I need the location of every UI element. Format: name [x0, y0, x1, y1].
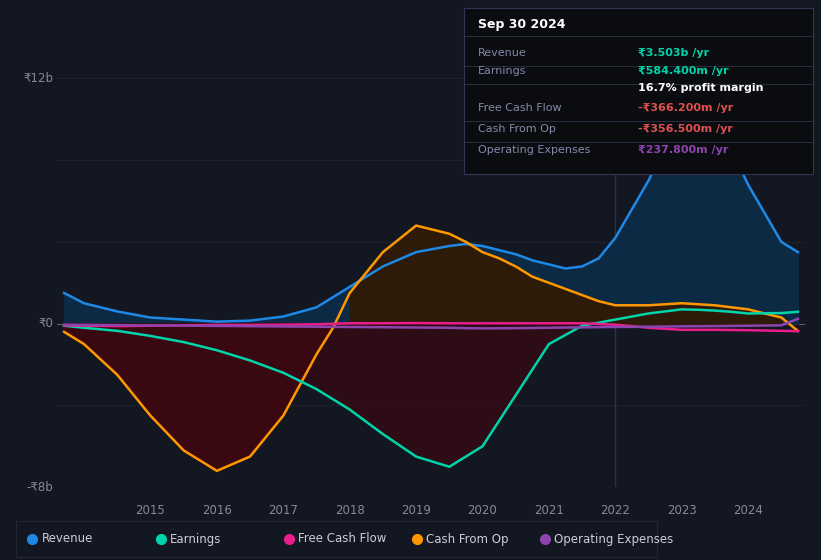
Text: 2024: 2024: [733, 504, 763, 517]
Text: Cash From Op: Cash From Op: [478, 124, 556, 134]
Text: Operating Expenses: Operating Expenses: [478, 146, 590, 156]
Text: Earnings: Earnings: [478, 66, 526, 76]
Text: 2021: 2021: [534, 504, 564, 517]
Text: Sep 30 2024: Sep 30 2024: [478, 18, 566, 31]
Text: 2015: 2015: [135, 504, 165, 517]
Text: Revenue: Revenue: [478, 48, 526, 58]
Text: ₹584.400m /yr: ₹584.400m /yr: [639, 66, 729, 76]
Text: 2023: 2023: [667, 504, 696, 517]
Text: 2017: 2017: [268, 504, 298, 517]
Text: ₹0: ₹0: [39, 317, 53, 330]
Text: Free Cash Flow: Free Cash Flow: [298, 533, 387, 545]
Text: 16.7% profit margin: 16.7% profit margin: [639, 83, 764, 93]
Text: Free Cash Flow: Free Cash Flow: [478, 102, 562, 113]
Text: Cash From Op: Cash From Op: [426, 533, 509, 545]
Text: Operating Expenses: Operating Expenses: [554, 533, 673, 545]
Text: ₹12b: ₹12b: [23, 72, 53, 85]
Text: 2019: 2019: [401, 504, 431, 517]
Text: -₹8b: -₹8b: [26, 480, 53, 494]
Text: Earnings: Earnings: [170, 533, 222, 545]
Text: Revenue: Revenue: [42, 533, 94, 545]
Text: 2022: 2022: [600, 504, 631, 517]
Text: -₹356.500m /yr: -₹356.500m /yr: [639, 124, 733, 134]
Text: -₹366.200m /yr: -₹366.200m /yr: [639, 102, 734, 113]
Text: 2018: 2018: [335, 504, 365, 517]
Text: 2020: 2020: [468, 504, 498, 517]
Text: ₹237.800m /yr: ₹237.800m /yr: [639, 146, 729, 156]
Text: ₹3.503b /yr: ₹3.503b /yr: [639, 48, 709, 58]
Text: 2016: 2016: [202, 504, 232, 517]
